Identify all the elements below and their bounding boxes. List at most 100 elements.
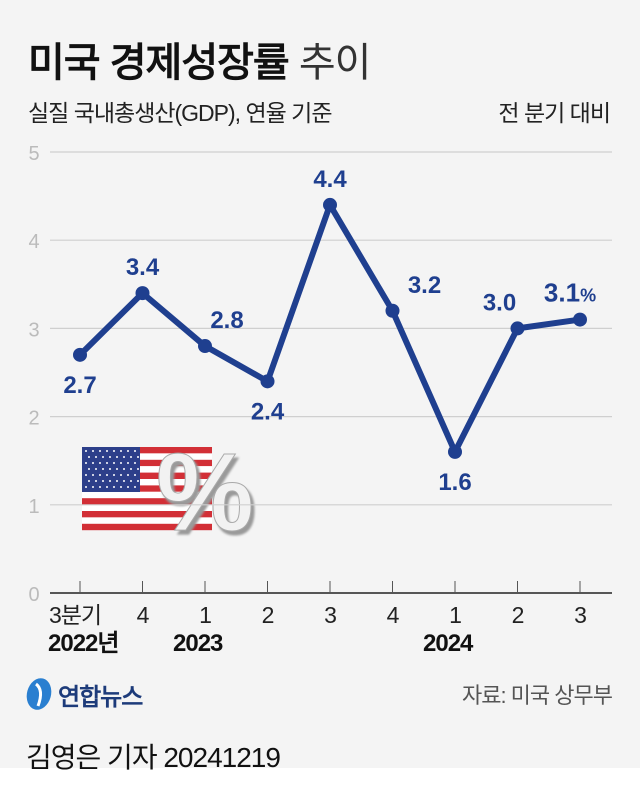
flag-star xyxy=(106,474,108,476)
flag-stripe xyxy=(82,472,212,479)
year-label: 2024 xyxy=(423,630,474,657)
flag-star xyxy=(113,462,115,464)
flag-star xyxy=(109,480,111,482)
title-bold: 미국 경제성장률 xyxy=(28,41,290,85)
title-light: 추이 xyxy=(298,41,372,85)
gdp-line-chart: % 0 1 2 3 4 5 3분기 4 1 2 3 4 1 2 3 2022년 2023 2024 2.7 3.4 2… xyxy=(28,143,612,657)
flag-star xyxy=(109,468,111,470)
year-label: 2023 xyxy=(173,630,223,657)
flag-star xyxy=(95,468,97,470)
flag-stripe xyxy=(82,498,212,505)
logo-text: 연합뉴스 xyxy=(58,683,143,711)
flag-star xyxy=(116,468,118,470)
x-tick-label: 4 xyxy=(137,602,150,628)
y-tick-label: 4 xyxy=(28,231,39,253)
x-tick-label: 1 xyxy=(199,602,211,628)
flag-stripe xyxy=(82,479,212,486)
data-label: 3.0 xyxy=(483,289,516,316)
flag-star xyxy=(127,486,129,488)
flag-star xyxy=(113,486,115,488)
flag-star xyxy=(95,456,97,458)
data-label: 3.4 xyxy=(126,254,160,281)
flag-star xyxy=(137,468,139,470)
data-point xyxy=(323,197,337,212)
flag-stripe xyxy=(82,523,212,531)
flag-star xyxy=(137,480,139,482)
data-point xyxy=(135,286,150,301)
flag-star xyxy=(130,468,132,470)
flag-star xyxy=(102,468,104,470)
flag-star xyxy=(106,486,108,488)
x-tick-label: 2 xyxy=(262,602,274,628)
x-tick-label: 1 xyxy=(449,602,461,628)
data-label: 4.4 xyxy=(313,166,347,193)
data-point xyxy=(198,339,212,354)
flag-stripe xyxy=(82,466,212,473)
flag-stripe xyxy=(82,459,212,467)
reporter-credit: 김영은 기자 20241219 xyxy=(26,742,281,773)
flag-star xyxy=(85,474,87,476)
percent-sign-illustration: % xyxy=(156,431,255,555)
flag-star xyxy=(137,456,139,458)
flag-star xyxy=(123,456,125,458)
data-point xyxy=(385,303,400,318)
flag-stripe xyxy=(82,485,212,492)
flag-star xyxy=(102,456,104,458)
flag-stripe xyxy=(82,511,212,518)
data-label: 2.4 xyxy=(251,398,285,425)
x-tick-label: 3 xyxy=(324,602,336,628)
flag-star xyxy=(95,480,97,482)
flag-star xyxy=(109,456,111,458)
yonhap-globe-icon xyxy=(26,678,52,710)
flag-stripe xyxy=(82,453,212,460)
flag-star xyxy=(120,486,122,488)
flag-star xyxy=(116,480,118,482)
svg-text:%: % xyxy=(156,431,254,554)
x-tick-label: 2 xyxy=(512,602,524,628)
flag-star xyxy=(85,462,87,464)
data-label: 3.2 xyxy=(408,272,441,299)
flag-stripe xyxy=(82,447,212,454)
x-tick-label: 4 xyxy=(387,602,400,628)
flag-star xyxy=(92,474,94,476)
flag-star xyxy=(116,456,118,458)
flag-star xyxy=(92,486,94,488)
flag-star xyxy=(120,462,122,464)
flag-star xyxy=(120,450,122,452)
flag-stripe xyxy=(82,491,212,499)
flag-star xyxy=(99,486,101,488)
flag-star xyxy=(123,480,125,482)
flag-star xyxy=(134,474,136,476)
flag-star xyxy=(127,450,129,452)
infographic-panel xyxy=(0,0,640,768)
data-label: 1.6 xyxy=(438,469,471,496)
flag-star xyxy=(102,480,104,482)
flag-stripe xyxy=(82,504,212,511)
flag-star xyxy=(106,462,108,464)
flag-star xyxy=(120,474,122,476)
y-tick-label: 5 xyxy=(28,143,39,165)
flag-star xyxy=(85,450,87,452)
flag-star xyxy=(88,480,90,482)
yonhap-logo: 연합뉴스 xyxy=(24,676,143,712)
flag-star xyxy=(99,450,101,452)
flag-star xyxy=(85,486,87,488)
y-tick-label: 1 xyxy=(28,496,39,518)
data-point xyxy=(448,444,462,459)
flag-star xyxy=(92,450,94,452)
flag-star xyxy=(92,462,94,464)
unit-note: 전 분기 대비 xyxy=(498,100,611,126)
flag-star xyxy=(130,480,132,482)
data-label-unit: % xyxy=(580,286,596,306)
x-tick-label: 3분기 xyxy=(49,602,101,628)
flag-star xyxy=(99,474,101,476)
flag-star xyxy=(106,450,108,452)
flag-star xyxy=(113,474,115,476)
data-point xyxy=(73,347,87,362)
data-label: 2.7 xyxy=(63,372,96,399)
year-label: 2022년 xyxy=(48,630,118,657)
data-source: 자료: 미국 상무부 xyxy=(461,683,613,708)
y-tick-label: 3 xyxy=(28,319,39,341)
flag-star xyxy=(134,462,136,464)
chart-subtitle: 실질 국내총생산(GDP), 연율 기준 xyxy=(28,100,332,126)
